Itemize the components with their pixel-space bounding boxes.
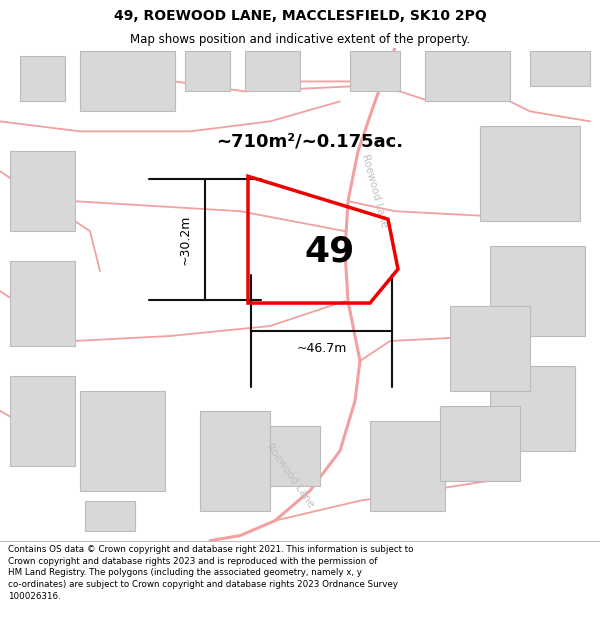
Polygon shape (80, 391, 165, 491)
Text: Roewood Lane: Roewood Lane (264, 442, 316, 509)
Text: Contains OS data © Crown copyright and database right 2021. This information is : Contains OS data © Crown copyright and d… (8, 545, 413, 601)
Polygon shape (440, 406, 520, 481)
Polygon shape (350, 51, 400, 91)
Polygon shape (185, 51, 230, 91)
Polygon shape (490, 366, 575, 451)
Polygon shape (10, 261, 75, 346)
Polygon shape (20, 56, 65, 101)
Text: ~46.7m: ~46.7m (296, 342, 347, 356)
Polygon shape (200, 411, 270, 511)
Text: 49: 49 (305, 234, 355, 268)
Polygon shape (530, 51, 590, 86)
Polygon shape (10, 151, 75, 231)
Polygon shape (480, 126, 580, 221)
Polygon shape (450, 306, 530, 391)
Polygon shape (10, 376, 75, 466)
Polygon shape (425, 51, 510, 101)
Text: ~710m²/~0.175ac.: ~710m²/~0.175ac. (217, 132, 404, 151)
Polygon shape (270, 426, 320, 486)
Text: ~30.2m: ~30.2m (179, 214, 191, 265)
Text: Roewood Lane: Roewood Lane (361, 153, 389, 229)
Polygon shape (490, 246, 585, 336)
Polygon shape (80, 51, 175, 111)
Polygon shape (370, 421, 445, 511)
Text: Map shows position and indicative extent of the property.: Map shows position and indicative extent… (130, 33, 470, 46)
Polygon shape (245, 51, 300, 91)
Polygon shape (85, 501, 135, 531)
Text: 49, ROEWOOD LANE, MACCLESFIELD, SK10 2PQ: 49, ROEWOOD LANE, MACCLESFIELD, SK10 2PQ (113, 9, 487, 24)
